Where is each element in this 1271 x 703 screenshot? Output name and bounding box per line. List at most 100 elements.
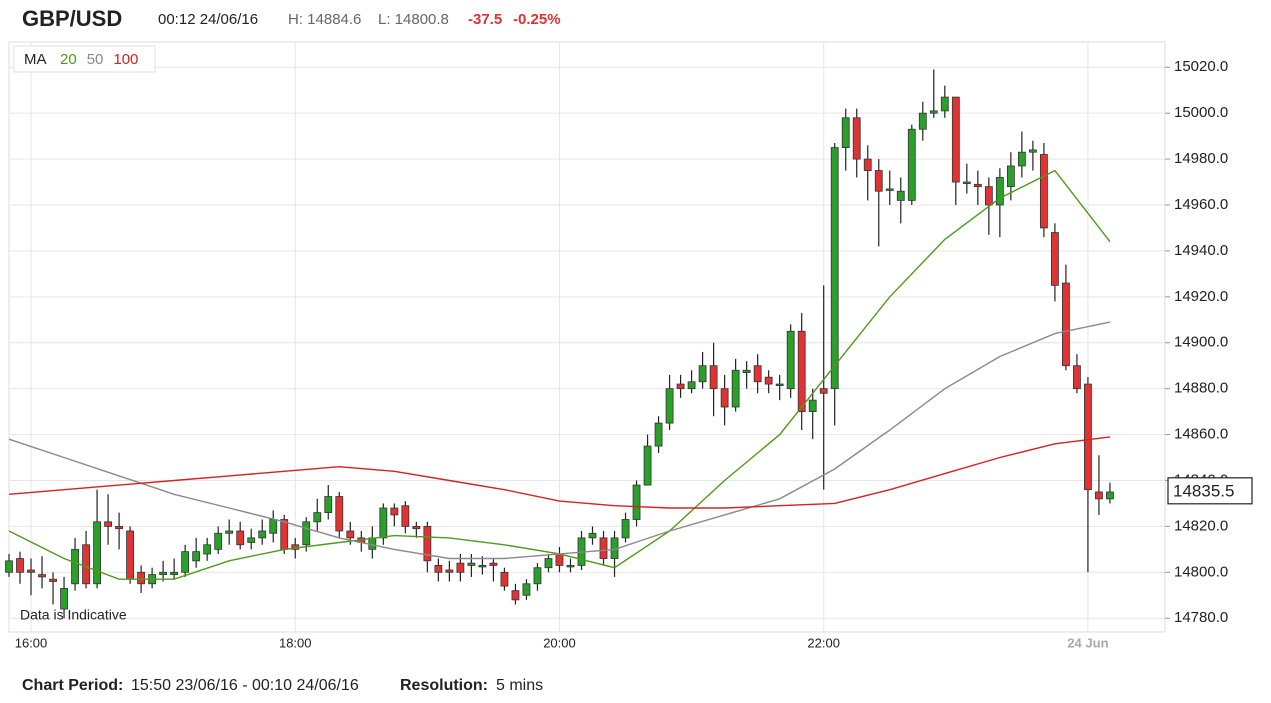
candle-body — [1039, 154, 1048, 229]
x-tick-label: 22:00 — [807, 635, 840, 650]
y-tick-label: 14880.0 — [1174, 380, 1228, 397]
y-tick-label: 14820.0 — [1174, 517, 1228, 534]
candle-body — [896, 190, 905, 201]
candle-body — [852, 117, 861, 160]
candle-body — [1006, 165, 1015, 188]
candle-body — [27, 569, 35, 573]
candle-body — [775, 383, 784, 386]
ma-line — [8, 436, 1111, 509]
candle-body — [1084, 383, 1092, 491]
candle-body — [544, 558, 553, 569]
y-tick-label: 15020.0 — [1174, 58, 1228, 75]
candle-body — [5, 560, 13, 573]
candle-body — [269, 519, 278, 534]
y-tick-label: 14940.0 — [1174, 242, 1228, 259]
candle-body — [1028, 149, 1037, 153]
x-tick-label: 18:00 — [279, 635, 312, 650]
candle-body — [93, 521, 101, 585]
y-tick-label: 14900.0 — [1174, 334, 1228, 351]
candle-body — [819, 388, 828, 394]
candle-body — [115, 525, 123, 530]
candle-body — [709, 365, 718, 390]
period: 15:50 23/06/16 - 00:10 24/06/16 — [131, 677, 359, 694]
candle-body — [621, 519, 630, 539]
y-tick-label: 14920.0 — [1174, 288, 1228, 305]
period-label: Chart Period: — [22, 677, 123, 694]
candle-body — [324, 496, 333, 514]
candle-body — [676, 383, 685, 390]
candle-body — [687, 381, 696, 390]
candle-body — [907, 128, 916, 201]
resolution: 5 mins — [496, 677, 543, 694]
candle-body — [841, 117, 850, 149]
candle-body — [390, 507, 399, 516]
y-tick-label: 14800.0 — [1174, 563, 1228, 580]
candle-body — [214, 532, 223, 550]
candle-body — [302, 521, 311, 546]
candle-body — [665, 388, 674, 424]
candle-body — [808, 399, 817, 413]
candle-body — [599, 537, 608, 559]
candle-body — [335, 496, 344, 532]
candle-body — [126, 530, 135, 580]
candle-body — [313, 512, 322, 523]
candle-body — [588, 532, 597, 539]
legend-entry: 100 — [113, 51, 138, 68]
candle-body — [478, 565, 487, 568]
annotation: Data is Indicative — [20, 607, 127, 623]
candle-body — [698, 365, 707, 383]
candle-body — [401, 505, 410, 527]
x-tick-label: 20:00 — [543, 635, 576, 650]
resolution-label: Resolution: — [400, 677, 488, 694]
candle-body — [984, 186, 993, 206]
legend-title: MA — [24, 51, 47, 68]
candle-body — [445, 569, 454, 573]
candle-body — [632, 484, 641, 520]
legend-entry: 20 — [60, 51, 77, 68]
y-tick-label: 14980.0 — [1174, 150, 1228, 167]
candle-body — [522, 583, 531, 596]
candle-body — [742, 369, 751, 373]
candle-body — [82, 544, 90, 585]
quote-change: -37.5 — [468, 11, 502, 28]
candle-body — [181, 551, 190, 573]
candle-body — [423, 525, 432, 562]
candle-body — [467, 562, 476, 566]
y-tick-label: 14780.0 — [1174, 609, 1228, 626]
candle-body — [434, 565, 443, 573]
y-tick-label: 14960.0 — [1174, 196, 1228, 213]
candle-body — [247, 537, 256, 543]
candle-body — [555, 553, 564, 566]
candle-body — [71, 548, 79, 585]
quote-time: 00:12 24/06/16 — [158, 11, 258, 28]
candle-body — [1106, 491, 1114, 500]
candle-body — [885, 188, 894, 191]
candle-body — [863, 158, 872, 171]
legend-box — [13, 45, 156, 73]
candle-body — [797, 330, 806, 413]
candle-body — [49, 578, 57, 582]
symbol: GBP/USD — [22, 6, 122, 31]
candle-body — [764, 376, 773, 385]
last-price-label: 14835.5 — [1173, 481, 1234, 500]
candle-body — [60, 587, 68, 610]
x-tick-label: 16:00 — [15, 635, 48, 650]
candle-body — [500, 571, 509, 587]
candle-body — [962, 181, 971, 184]
candle-body — [973, 183, 982, 188]
candle-body — [16, 558, 24, 573]
candle-body — [731, 369, 740, 408]
candle-body — [258, 530, 267, 539]
quote-low: L: 14800.8 — [378, 11, 449, 28]
candle-body — [951, 96, 960, 183]
plot: 14780.014800.014820.014840.014860.014880… — [5, 41, 1253, 650]
candle-body — [1051, 232, 1059, 286]
candle-body — [456, 562, 465, 573]
candle-body — [566, 565, 575, 568]
candle-body — [203, 544, 212, 555]
quote-high: H: 14884.6 — [288, 11, 361, 28]
candle-body — [995, 177, 1004, 206]
